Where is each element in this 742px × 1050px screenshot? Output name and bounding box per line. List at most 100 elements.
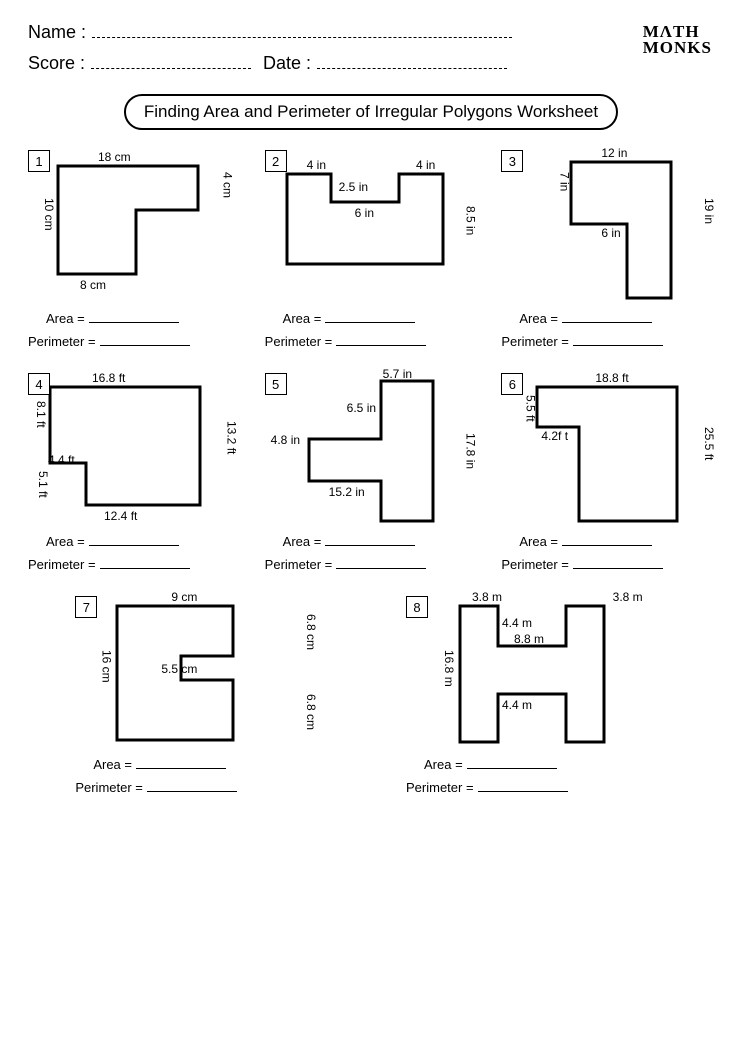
area-blank[interactable] xyxy=(562,534,652,546)
dimension-label: 7 in xyxy=(557,172,571,191)
perimeter-label: Perimeter = xyxy=(75,780,143,795)
perimeter-blank[interactable] xyxy=(573,334,663,346)
dimension-label: 19 in xyxy=(702,198,716,224)
problem-7: 79 cm6.8 cm5.5 cm16 cm6.8 cm Area =Perime… xyxy=(75,594,336,803)
dimension-label: 3.8 m xyxy=(613,590,643,604)
shape-stage: 9 cm6.8 cm5.5 cm16 cm6.8 cm xyxy=(75,594,336,749)
area-blank[interactable] xyxy=(562,311,652,323)
dimension-label: 8.1 ft xyxy=(34,401,48,428)
dimension-label: 5.5 ft xyxy=(523,395,537,422)
area-blank[interactable] xyxy=(136,757,226,769)
perimeter-label: Perimeter = xyxy=(406,780,474,795)
dimension-label: 8.8 m xyxy=(514,632,544,646)
name-blank[interactable] xyxy=(92,24,512,38)
answers-block: Area = Perimeter = xyxy=(501,534,714,572)
area-label: Area = xyxy=(424,757,463,772)
perimeter-blank[interactable] xyxy=(100,334,190,346)
shape-stage: 4 in4 in2.5 in6 in8.5 in xyxy=(265,148,478,303)
answers-block: Area =Perimeter = xyxy=(75,757,336,795)
area-blank[interactable] xyxy=(467,757,557,769)
shape-stage: 18 cm 4 cm 10 cm 8 cm xyxy=(28,148,241,303)
answers-block: Area = Perimeter = xyxy=(28,534,241,572)
problem-number: 8 xyxy=(406,596,428,618)
answers-block: Area = Perimeter = xyxy=(406,757,667,795)
dimension-label: 18.8 ft xyxy=(595,371,628,385)
perimeter-label: Perimeter = xyxy=(265,334,333,349)
worksheet-title: Finding Area and Perimeter of Irregular … xyxy=(124,94,618,130)
dimension-label: 6.8 cm xyxy=(304,694,318,730)
area-label: Area = xyxy=(519,311,558,326)
perimeter-label: Perimeter = xyxy=(501,557,569,572)
dimension-label: 4 cm xyxy=(221,172,235,198)
shape-stage: 5.7 in6.5 in4.8 in17.8 in15.2 in xyxy=(265,371,478,526)
area-blank[interactable] xyxy=(325,534,415,546)
dimension-label: 12 in xyxy=(601,146,627,160)
problem-number: 5 xyxy=(265,373,287,395)
problem-1: 1 18 cm 4 cm 10 cm 8 cm Area = Perimeter = xyxy=(28,148,241,357)
dimension-label: 3.8 m xyxy=(472,590,502,604)
answers-block: Area = Perimeter = xyxy=(265,311,478,349)
dimension-label: 13.2 ft xyxy=(225,421,239,454)
name-label: Name : xyxy=(28,22,86,43)
problem-number: 2 xyxy=(265,150,287,172)
shape-stage: 3.8 m3.8 m4.4 m8.8 m16.8 m4.4 m xyxy=(406,594,667,749)
area-blank[interactable] xyxy=(89,311,179,323)
area-label: Area = xyxy=(519,534,558,549)
dimension-label: 6 in xyxy=(601,226,620,240)
problem-8: 83.8 m3.8 m4.4 m8.8 m16.8 m4.4 mArea =Pe… xyxy=(406,594,667,803)
area-blank[interactable] xyxy=(325,311,415,323)
dimension-label: 4.2f t xyxy=(541,429,568,443)
problem-4: 416.8 ft8.1 ft4.4 ft5.1 ft13.2 ft12.4 ft… xyxy=(28,371,241,580)
perimeter-blank[interactable] xyxy=(336,334,426,346)
problem-3: 3 12 in 7 in 6 in 19 in Area = Perimeter = xyxy=(501,148,714,357)
polygon-shape xyxy=(28,148,228,298)
dimension-label: 9 cm xyxy=(171,590,197,604)
score-date-row: Score : Date : xyxy=(28,53,714,74)
area-blank[interactable] xyxy=(89,534,179,546)
area-label: Area = xyxy=(46,311,85,326)
dimension-label: 18 cm xyxy=(98,150,131,164)
perimeter-blank[interactable] xyxy=(100,557,190,569)
dimension-label: 5.7 in xyxy=(383,367,412,381)
dimension-label: 8 cm xyxy=(80,278,106,292)
dimension-label: 12.4 ft xyxy=(104,509,137,523)
problem-number: 1 xyxy=(28,150,50,172)
problem-number: 4 xyxy=(28,373,50,395)
problem-6: 6 18.8 ft 5.5 ft 4.2f t 25.5 ft Area = Perimet… xyxy=(501,371,714,580)
name-row: Name : xyxy=(28,22,714,43)
perimeter-blank[interactable] xyxy=(147,780,237,792)
problem-number: 6 xyxy=(501,373,523,395)
problem-number: 3 xyxy=(501,150,523,172)
logo-line2: MONKS xyxy=(643,40,712,56)
dimension-label: 4.4 ft xyxy=(48,453,75,467)
dimension-label: 4 in xyxy=(307,158,326,172)
perimeter-blank[interactable] xyxy=(573,557,663,569)
answers-block: Area = Perimeter = xyxy=(28,311,241,349)
date-blank[interactable] xyxy=(317,55,507,69)
area-label: Area = xyxy=(283,534,322,549)
date-label: Date : xyxy=(263,53,311,74)
dimension-label: 4.4 m xyxy=(502,616,532,630)
dimension-label: 16.8 m xyxy=(442,650,456,687)
score-blank[interactable] xyxy=(91,55,251,69)
dimension-label: 6 in xyxy=(355,206,374,220)
dimension-label: 6.8 cm xyxy=(304,614,318,650)
perimeter-blank[interactable] xyxy=(478,780,568,792)
perimeter-label: Perimeter = xyxy=(28,557,96,572)
shape-stage: 18.8 ft 5.5 ft 4.2f t 25.5 ft xyxy=(501,371,714,526)
perimeter-label: Perimeter = xyxy=(28,334,96,349)
shape-stage: 12 in 7 in 6 in 19 in xyxy=(501,148,714,303)
dimension-label: 16.8 ft xyxy=(92,371,125,385)
dimension-label: 10 cm xyxy=(42,198,56,231)
brand-logo: MΛTH MONKS xyxy=(643,24,712,56)
dimension-label: 25.5 ft xyxy=(702,427,716,460)
perimeter-label: Perimeter = xyxy=(501,334,569,349)
dimension-label: 2.5 in xyxy=(339,180,368,194)
dimension-label: 4 in xyxy=(416,158,435,172)
area-label: Area = xyxy=(46,534,85,549)
problem-number: 7 xyxy=(75,596,97,618)
perimeter-label: Perimeter = xyxy=(265,557,333,572)
polygon-shape xyxy=(265,148,475,298)
perimeter-blank[interactable] xyxy=(336,557,426,569)
area-label: Area = xyxy=(283,311,322,326)
